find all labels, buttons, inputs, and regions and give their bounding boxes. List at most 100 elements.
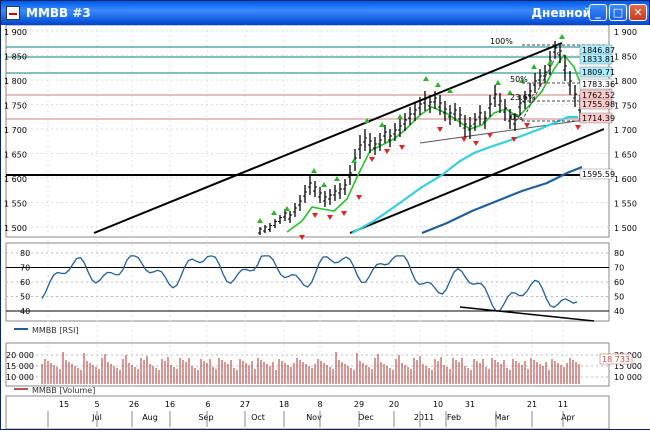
time-month-label: Aug (142, 413, 158, 422)
price-tick-left: 1 650 (4, 151, 27, 160)
price-tick-right: 1 750 (614, 102, 637, 111)
price-tag: 1714.39 (582, 114, 615, 123)
down-arrow (461, 137, 467, 142)
ma-slow-line (421, 165, 583, 235)
time-day-label: 8 (317, 400, 322, 409)
price-tick-left: 1 700 (4, 126, 27, 135)
time-day-label: 18 (279, 400, 289, 409)
volume-last-value: 18 733 (602, 355, 630, 364)
price-tag: 1833.81 (582, 55, 615, 64)
time-day-label: 10 (433, 400, 443, 409)
volume-tick-left: 15 000 (6, 362, 34, 371)
down-arrow (399, 145, 405, 150)
signal-arrows (257, 34, 581, 240)
price-tag-box (579, 66, 613, 78)
price-tag: 1783.36 (582, 80, 615, 89)
price-tick-left: 1 900 (4, 28, 27, 37)
rsi-tick-right: 80 (614, 249, 624, 258)
rsi-tick-left: 80 (20, 249, 30, 258)
volume-tick-left: 20 000 (6, 351, 34, 360)
rsi-divergence-line (459, 306, 595, 322)
price-tick-left: 1 550 (4, 200, 27, 209)
close-button[interactable]: ✕ (629, 4, 647, 21)
price-tick-right: 1 900 (614, 28, 637, 37)
up-arrow (321, 182, 327, 187)
time-axis-frame (5, 395, 610, 430)
price-panel-frame (5, 24, 610, 238)
channel-lower (349, 128, 605, 234)
price-tag: 1809.71 (582, 68, 615, 77)
channel-upper (93, 42, 563, 234)
title-bar[interactable]: MMBB #3 Дневной _ □ ✕ (1, 1, 649, 25)
up-arrow (271, 210, 277, 215)
up-arrow (311, 168, 317, 173)
price-tag: 1595.59 (582, 170, 615, 179)
price-tick-left: 1 600 (4, 175, 27, 184)
price-tag-box (579, 78, 613, 90)
price-tag-box (579, 98, 613, 110)
volume-tick-left: 10 000 (6, 373, 34, 382)
rsi-tick-right: 60 (614, 278, 624, 287)
minimize-button[interactable]: _ (589, 4, 607, 21)
time-day-label: 21 (527, 400, 537, 409)
time-month-label: Oct (251, 413, 265, 422)
down-arrow (487, 133, 493, 138)
down-arrow (312, 213, 318, 218)
down-arrow (369, 157, 375, 162)
up-arrow (423, 76, 429, 81)
maximize-button[interactable]: □ (609, 4, 627, 21)
time-month-label: Sep (198, 413, 213, 422)
rsi-line (41, 255, 578, 312)
fib-label: 50% (510, 75, 528, 84)
price-tick-right: 1 850 (614, 53, 637, 62)
time-day-label: 31 (465, 400, 475, 409)
price-tag: 1762.52 (582, 91, 615, 100)
rsi-tick-right: 70 (614, 264, 624, 273)
volume-legend: MMBB [Volume] (32, 386, 95, 395)
price-tag-box (579, 53, 613, 65)
rsi-tick-left: 60 (20, 278, 30, 287)
time-day-label: 27 (240, 400, 250, 409)
ma-mid-line (351, 115, 578, 234)
price-tag-box (579, 112, 613, 124)
chart-app-icon (6, 6, 20, 20)
up-arrow (547, 60, 553, 65)
volume-tag-box (599, 353, 633, 365)
up-arrow (397, 114, 403, 119)
time-month-label: Apr (561, 413, 576, 422)
price-tick-right: 1 700 (614, 126, 637, 135)
price-tick-right: 1 600 (614, 175, 637, 184)
fib-label: 23.6% (510, 93, 536, 102)
time-day-label: 26 (129, 400, 139, 409)
down-arrow (299, 235, 305, 240)
time-month-label: Feb (447, 413, 461, 422)
up-arrow (284, 206, 290, 211)
fib-diagonal (521, 44, 563, 122)
price-tick-right: 1 800 (614, 77, 637, 86)
volume-tick-right: 10 000 (614, 373, 642, 382)
up-arrow (334, 176, 340, 181)
down-arrow (356, 195, 362, 200)
moving-averages (286, 53, 583, 235)
up-arrow (531, 64, 537, 69)
time-day-label: 5 (94, 400, 99, 409)
up-arrow (519, 78, 525, 83)
up-arrow (257, 218, 263, 223)
ma-fast-line (286, 53, 583, 233)
volume-tick-right: 15 000 (614, 362, 642, 371)
up-arrow (435, 82, 441, 87)
chart-canvas[interactable]: 100% 50% 23.6% 0% 1 900 1 900 1 850 1 850 1 800… (2, 24, 650, 430)
price-tick-right: 1 500 (614, 224, 637, 233)
price-tick-right: 1 550 (614, 200, 637, 209)
price-tag: 1755.98 (582, 100, 615, 109)
time-day-label: 16 (165, 400, 175, 409)
chart-area[interactable]: 100% 50% 23.6% 0% 1 900 1 900 1 850 1 850 1 800… (2, 24, 650, 430)
up-arrow (507, 90, 513, 95)
time-day-label: 20 (389, 400, 399, 409)
up-arrow (495, 80, 501, 85)
time-day-label: 6 (205, 400, 210, 409)
